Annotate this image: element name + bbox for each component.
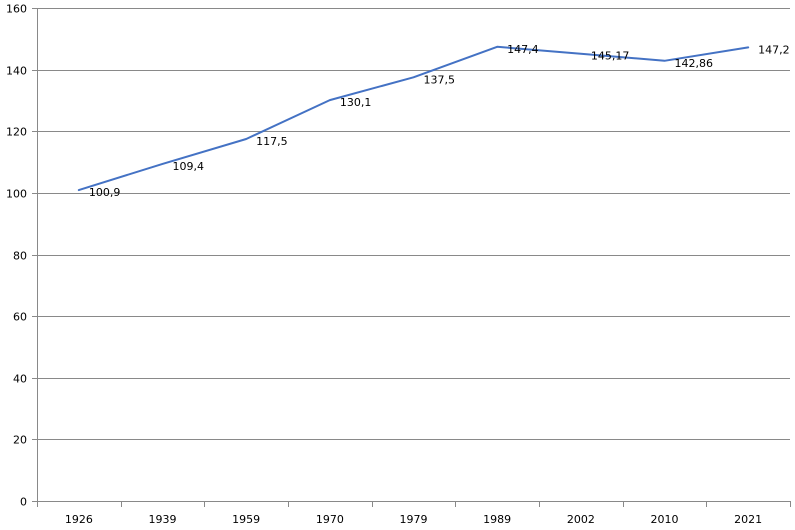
data-label: 145,17	[591, 50, 630, 63]
series-line	[77, 45, 750, 192]
y-tick-labels: 0 20 40 60 80 100 120 140 160	[6, 3, 27, 509]
x-tick-label: 1979	[400, 513, 428, 526]
y-tick-label: 80	[13, 250, 27, 263]
data-label: 142,86	[675, 57, 714, 70]
data-label: 147,2	[758, 43, 790, 56]
x-tick-label: 2002	[567, 513, 595, 526]
x-tick-label: 1926	[65, 513, 93, 526]
data-label: 117,5	[256, 135, 288, 148]
y-tick-label: 160	[6, 3, 27, 16]
data-point	[496, 46, 498, 48]
x-tick-label: 1989	[483, 513, 511, 526]
data-point	[580, 53, 582, 55]
data-point	[329, 99, 331, 101]
x-tick-label: 1959	[232, 513, 260, 526]
data-point	[747, 46, 749, 48]
y-tick-label: 0	[20, 496, 27, 509]
y-tick-label: 100	[6, 188, 27, 201]
x-tick-label: 1939	[149, 513, 177, 526]
axes	[32, 8, 791, 507]
data-label: 137,5	[424, 73, 456, 86]
y-tick-label: 60	[13, 311, 27, 324]
y-tick-label: 20	[13, 434, 27, 447]
y-tick-label: 120	[6, 126, 27, 139]
data-label: 100,9	[89, 186, 121, 199]
data-label: 109,4	[173, 160, 205, 173]
x-tick-label: 1970	[316, 513, 344, 526]
data-point	[664, 60, 665, 62]
x-tick-label: 2010	[651, 513, 679, 526]
data-point	[162, 163, 163, 165]
y-tick-label: 40	[13, 373, 27, 386]
data-point	[245, 138, 247, 140]
data-label: 147,4	[507, 43, 538, 56]
x-tick-labels: 1926 1939 1959 1970 1979 1989 2002 2010 2021	[65, 513, 762, 526]
gridlines	[37, 8, 790, 440]
data-point	[78, 189, 80, 191]
y-tick-label: 140	[6, 65, 27, 78]
data-labels: 100,9 109,4 117,5 130,1 137,5 147,4 145,17 142,…	[89, 43, 790, 199]
x-tick-label: 2021	[734, 513, 762, 526]
data-label: 130,1	[340, 96, 372, 109]
data-point	[413, 76, 414, 78]
